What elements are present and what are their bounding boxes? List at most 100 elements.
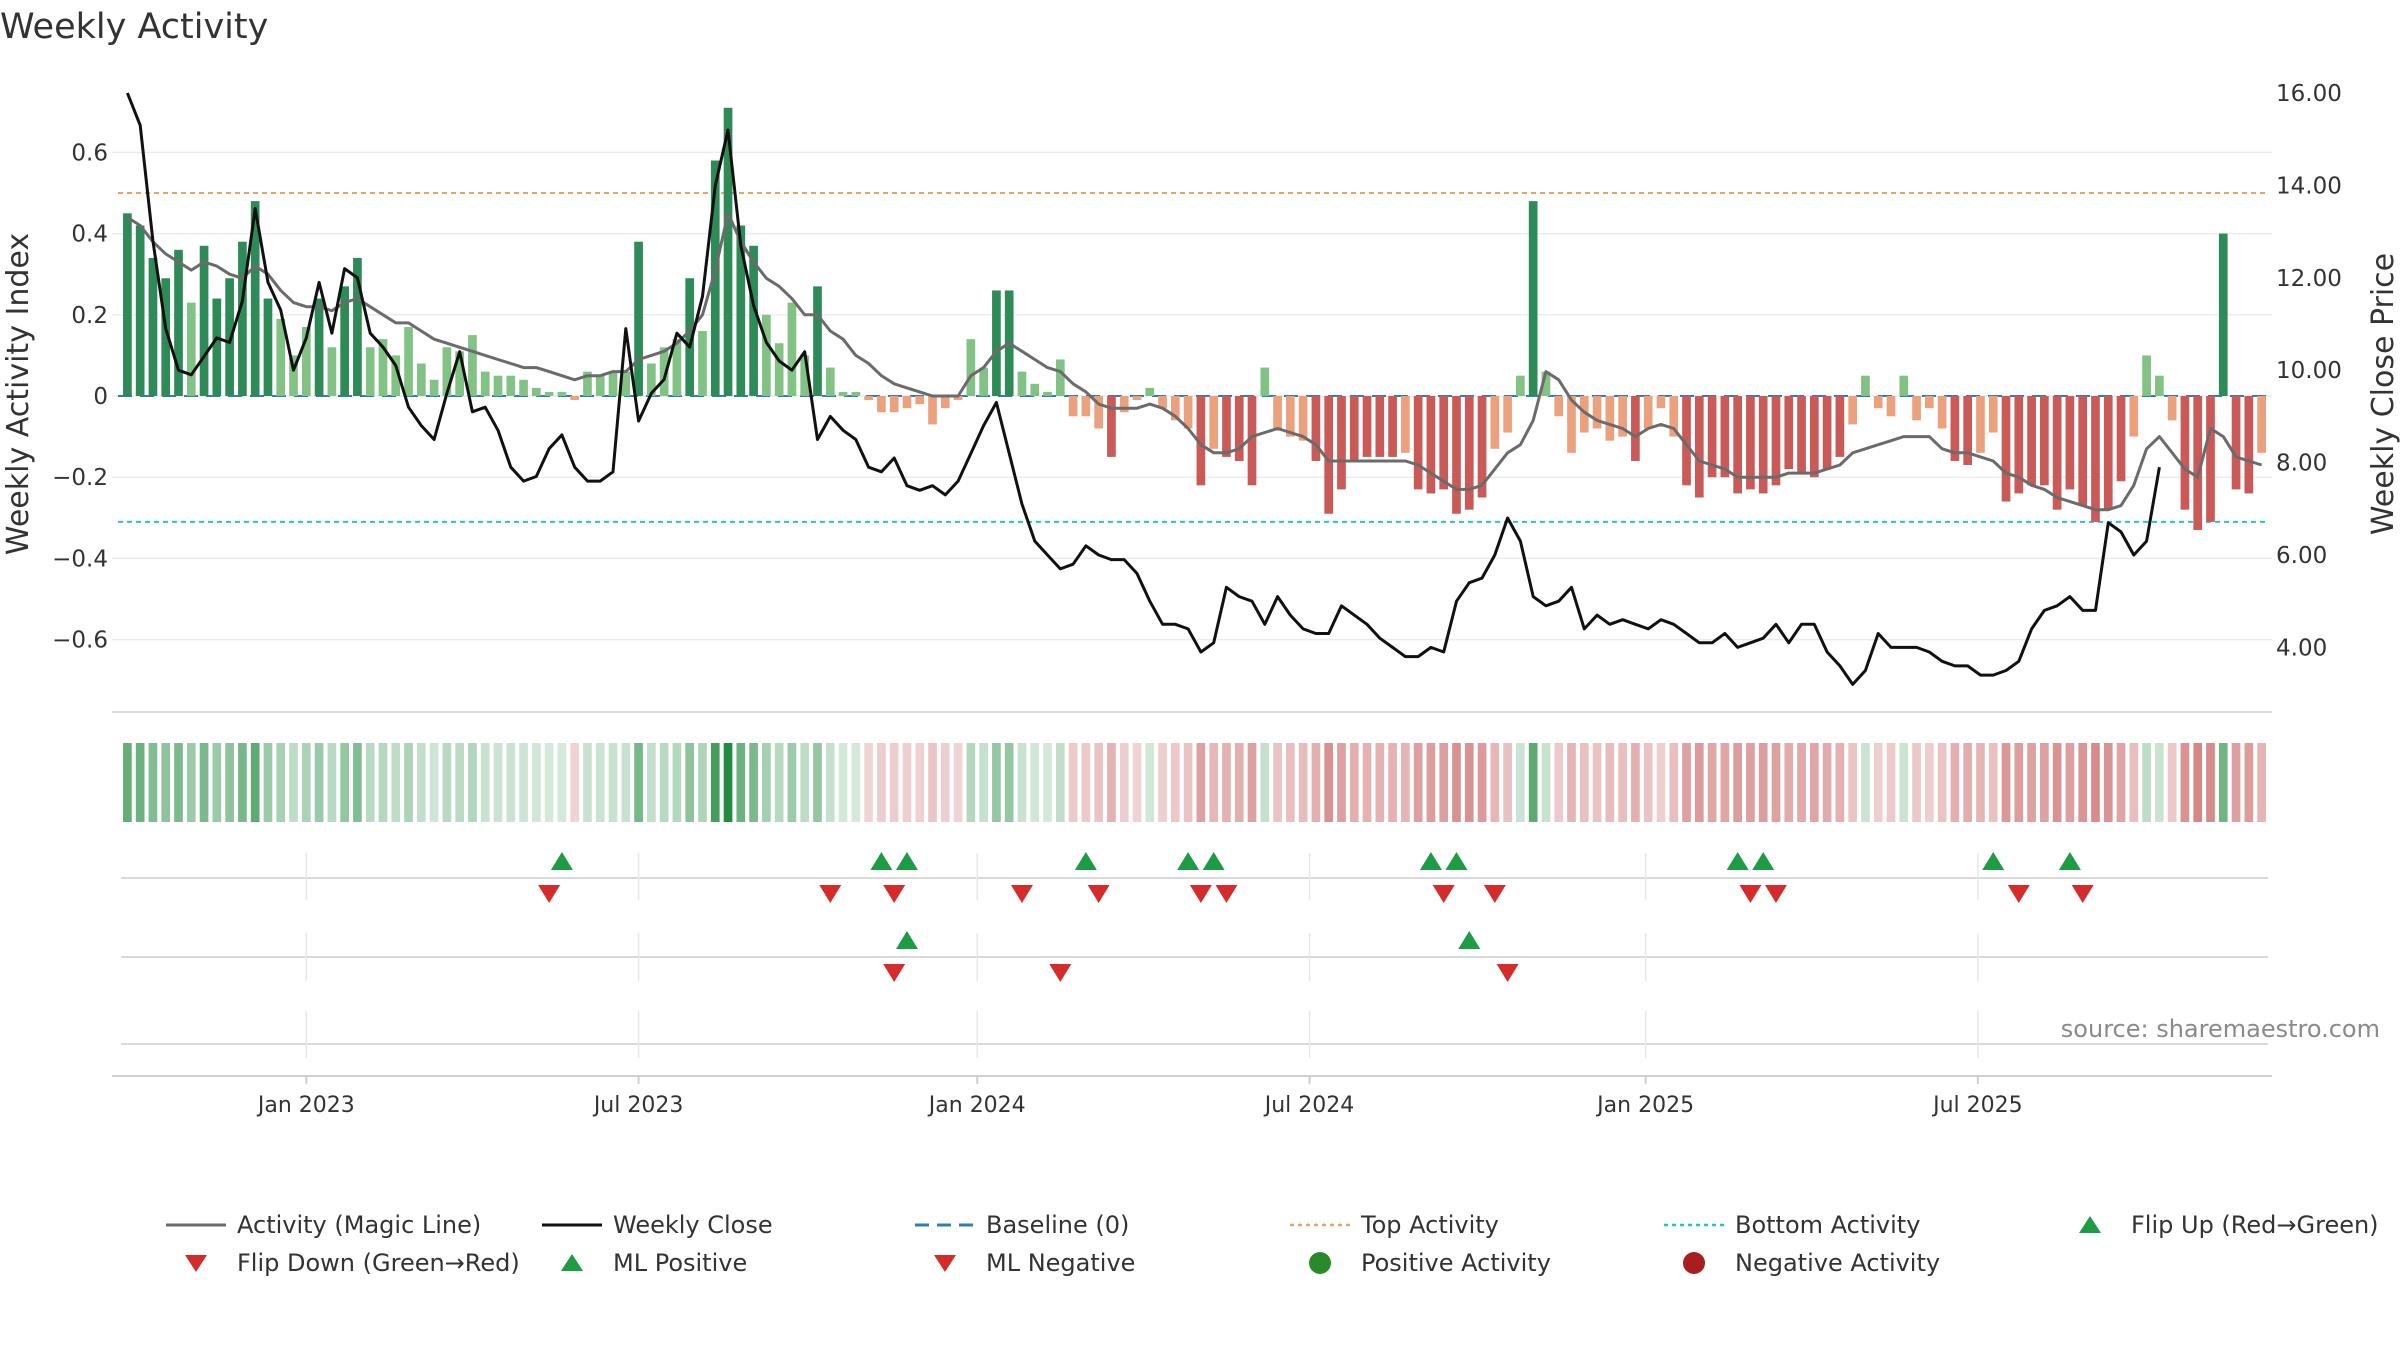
- legend-label: Activity (Magic Line): [237, 1211, 481, 1239]
- activity-bar: [1273, 396, 1282, 429]
- activity-bar: [1516, 375, 1525, 396]
- heat-cell: [1107, 743, 1116, 822]
- heat-cell: [1631, 743, 1640, 822]
- heat-cell: [1337, 743, 1346, 822]
- heat-cell: [353, 743, 362, 822]
- activity-bar: [480, 371, 490, 396]
- activity-bar: [2078, 396, 2088, 506]
- heat-cell: [1924, 743, 1934, 822]
- heat-cell: [2065, 743, 2075, 822]
- activity-bar: [2244, 396, 2254, 494]
- legend-label: Weekly Close: [613, 1211, 773, 1239]
- activity-bar: [1107, 396, 1116, 457]
- activity-bar: [749, 245, 758, 396]
- activity-bar: [1937, 396, 1947, 429]
- activity-bar: [1924, 396, 1934, 409]
- activity-bar: [557, 391, 567, 396]
- ml-positive-marker: [1458, 931, 1481, 949]
- activity-bar: [391, 355, 401, 396]
- y-tick-label: −0.4: [52, 546, 108, 572]
- activity-bars: [123, 107, 2266, 530]
- activity-bar: [1362, 396, 1372, 457]
- y-tick-label: −0.6: [52, 628, 108, 654]
- x-axis: Jan 2023 Jul 2023 Jan 2024 Jul 2024 Jan 2025…: [112, 1075, 2272, 1118]
- flip-up-marker: [550, 852, 573, 870]
- activity-bar: [1477, 396, 1487, 498]
- activity-bar: [1643, 396, 1653, 429]
- heat-cell: [1694, 743, 1704, 822]
- activity-bar: [1452, 396, 1461, 514]
- activity-bar: [2180, 396, 2190, 510]
- activity-bar: [1132, 396, 1142, 401]
- heat-cell: [1145, 743, 1155, 822]
- flip-down-marker: [1432, 885, 1455, 903]
- heat-cell: [2001, 743, 2011, 822]
- heat-cell: [544, 743, 554, 822]
- heat-cell: [250, 743, 260, 822]
- heat-cell: [1707, 743, 1717, 822]
- activity-bar: [1682, 396, 1691, 486]
- activity-bar: [2065, 396, 2075, 490]
- legend-label: ML Negative: [986, 1249, 1135, 1277]
- heat-cell: [2014, 743, 2024, 822]
- heat-cell: [1669, 743, 1679, 822]
- activity-bar: [263, 298, 273, 396]
- heat-cell: [953, 743, 963, 822]
- heat-cell: [225, 743, 234, 822]
- activity-bar: [953, 396, 963, 401]
- heat-cell: [2155, 743, 2164, 822]
- heat-cell: [1043, 743, 1052, 822]
- heat-cell: [736, 743, 746, 822]
- activity-bar: [608, 371, 618, 396]
- heat-cell: [1234, 743, 1244, 822]
- heat-cell: [1426, 743, 1436, 822]
- flip-down-marker: [1087, 885, 1110, 903]
- heat-cell: [1618, 743, 1627, 822]
- activity-bar: [1094, 396, 1103, 429]
- legend-label: Top Activity: [1360, 1211, 1499, 1239]
- heat-cell: [1746, 743, 1755, 822]
- heat-cell: [1196, 743, 1206, 822]
- legend-swatch: [2079, 1216, 2101, 1233]
- heat-cell: [570, 743, 580, 822]
- activity-bar: [2103, 396, 2113, 510]
- activity-bar: [992, 290, 1001, 396]
- flip-up-marker: [1177, 852, 1200, 870]
- legend-swatch: [185, 1255, 207, 1272]
- heat-cell: [1311, 743, 1321, 822]
- activity-bar: [276, 318, 286, 396]
- heat-cell: [877, 743, 886, 822]
- ml-negative-marker: [883, 964, 906, 982]
- activity-bar: [250, 201, 260, 396]
- heat-cell: [1439, 743, 1449, 822]
- heat-cell: [455, 743, 465, 822]
- activity-bar: [1618, 396, 1627, 437]
- heat-cell: [1976, 743, 1985, 822]
- heat-cell: [1861, 743, 1870, 822]
- activity-bar: [186, 302, 196, 396]
- y2-tick-label: 12.00: [2276, 266, 2342, 292]
- heat-cell: [583, 743, 592, 822]
- legend-label: Flip Down (Green→Red): [237, 1249, 520, 1277]
- heat-cell: [519, 743, 528, 822]
- activity-bar: [1068, 396, 1078, 417]
- activity-bar: [1196, 396, 1206, 486]
- heat-cell: [710, 743, 720, 822]
- series-lines: [126, 92, 2263, 686]
- heat-cell: [1017, 743, 1027, 822]
- heat-cell: [327, 743, 337, 822]
- heat-cell: [1784, 743, 1794, 822]
- heat-cell: [889, 743, 899, 822]
- heat-cell: [800, 743, 810, 822]
- activity-bar: [621, 371, 631, 396]
- activity-bar: [531, 387, 541, 396]
- flip-up-marker: [1752, 852, 1775, 870]
- heat-cell: [1388, 743, 1397, 822]
- activity-heat-strip: [123, 743, 2266, 822]
- activity-bar: [595, 375, 605, 396]
- activity-bar: [979, 367, 988, 396]
- heat-cell: [2218, 743, 2228, 822]
- legend-label: ML Positive: [613, 1249, 747, 1277]
- activity-bar: [1579, 396, 1589, 433]
- heat-cell: [1937, 743, 1947, 822]
